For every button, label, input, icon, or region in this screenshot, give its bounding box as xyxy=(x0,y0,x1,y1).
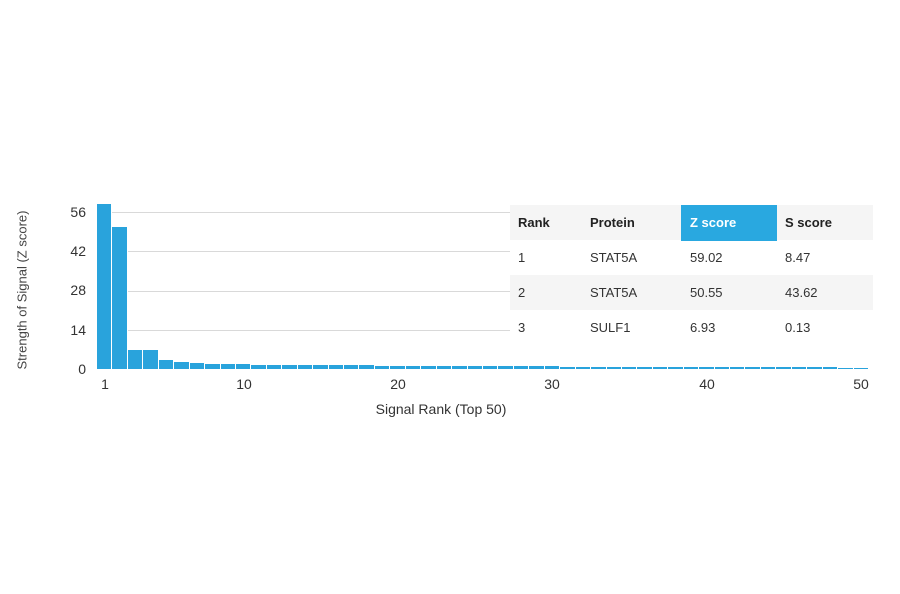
bar-rank-32 xyxy=(575,366,592,369)
bar-rank-48 xyxy=(822,367,839,369)
table-header-row: Rank Protein Z score S score xyxy=(510,205,873,241)
bar-rank-43 xyxy=(745,367,761,369)
bar-rank-20 xyxy=(390,365,406,369)
x-tick-10: 10 xyxy=(236,376,252,392)
y-tick-42: 42 xyxy=(70,243,86,259)
bar-rank-36 xyxy=(637,367,653,369)
bar-rank-19 xyxy=(374,365,391,369)
x-tick-40: 40 xyxy=(699,376,715,392)
cell-rank: 3 xyxy=(518,320,526,335)
bar-rank-38 xyxy=(668,367,684,369)
bar-rank-33 xyxy=(591,366,607,369)
cell-z-score: 59.02 xyxy=(690,250,723,265)
bar-rank-3 xyxy=(127,349,144,369)
bar-rank-1 xyxy=(97,203,113,369)
bar-rank-5 xyxy=(158,360,175,369)
bar-rank-14 xyxy=(297,364,314,369)
y-tick-0: 0 xyxy=(78,361,86,377)
plot-area xyxy=(97,200,869,369)
bar-rank-42 xyxy=(730,367,746,369)
bar-rank-4 xyxy=(143,349,159,369)
y-axis-label: Strength of Signal (Z score) xyxy=(14,210,30,370)
gridline-56 xyxy=(97,212,510,213)
bar-rank-13 xyxy=(282,364,298,369)
gridline-42 xyxy=(97,251,510,252)
bar-rank-26 xyxy=(483,366,499,369)
bar-rank-9 xyxy=(220,363,236,369)
x-tick-30: 30 xyxy=(544,376,560,392)
x-tick-1: 1 xyxy=(101,376,109,392)
bar-rank-22 xyxy=(421,365,437,369)
bar-rank-16 xyxy=(328,365,345,369)
cell-protein: STAT5A xyxy=(590,250,638,265)
bar-rank-34 xyxy=(606,366,622,369)
bar-rank-44 xyxy=(760,367,777,369)
bar-rank-12 xyxy=(266,364,283,369)
z-score-header-highlight xyxy=(681,205,777,241)
bar-rank-28 xyxy=(513,366,530,369)
table-row: 1 STAT5A 59.02 8.47 xyxy=(510,240,873,275)
bar-rank-39 xyxy=(683,367,700,369)
bar-rank-31 xyxy=(560,366,576,369)
bar-rank-47 xyxy=(807,367,823,369)
header-protein: Protein xyxy=(590,215,635,230)
cell-s-score: 43.62 xyxy=(785,285,818,300)
cell-rank: 2 xyxy=(518,285,526,300)
x-tick-20: 20 xyxy=(390,376,406,392)
bar-rank-2 xyxy=(112,227,128,369)
cell-s-score: 0.13 xyxy=(785,320,811,335)
bar-rank-21 xyxy=(405,365,422,369)
bar-rank-35 xyxy=(621,366,638,369)
gridline-28 xyxy=(97,291,510,292)
gridline-14 xyxy=(97,330,510,331)
x-tick-50: 50 xyxy=(853,376,869,392)
bar-rank-11 xyxy=(251,364,267,369)
table-row: 3 SULF1 6.93 0.13 xyxy=(510,310,873,345)
bar-rank-27 xyxy=(498,366,514,369)
cell-s-score: 8.47 xyxy=(785,250,811,265)
header-z-score: Z score xyxy=(690,215,737,230)
y-tick-56: 56 xyxy=(70,204,86,220)
bar-rank-49 xyxy=(838,367,854,369)
bar-rank-23 xyxy=(436,365,453,369)
cell-rank: 1 xyxy=(518,250,526,265)
header-s-score: S score xyxy=(785,215,832,230)
bar-rank-25 xyxy=(467,366,483,369)
cell-protein: STAT5A xyxy=(590,285,638,300)
bar-rank-15 xyxy=(313,365,329,369)
bar-rank-29 xyxy=(529,366,545,369)
bar-rank-18 xyxy=(359,365,375,369)
cell-protein: SULF1 xyxy=(590,320,631,335)
bar-rank-7 xyxy=(189,362,206,369)
y-tick-14: 14 xyxy=(70,322,86,338)
header-rank: Rank xyxy=(518,215,550,230)
cell-z-score: 50.55 xyxy=(690,285,723,300)
bar-rank-6 xyxy=(174,361,190,369)
y-tick-28: 28 xyxy=(70,282,86,298)
results-table: Rank Protein Z score S score 1 STAT5A 59… xyxy=(510,205,873,345)
bar-rank-24 xyxy=(452,366,468,369)
table-row: 2 STAT5A 50.55 43.62 xyxy=(510,275,873,310)
bar-rank-50 xyxy=(853,367,869,369)
bar-rank-40 xyxy=(699,367,715,369)
cell-z-score: 6.93 xyxy=(690,320,716,335)
bar-rank-46 xyxy=(791,367,808,369)
bar-rank-8 xyxy=(205,363,221,369)
bar-rank-17 xyxy=(344,365,360,369)
bar-rank-37 xyxy=(652,367,669,369)
bar-rank-41 xyxy=(714,367,731,369)
bar-rank-10 xyxy=(235,364,252,369)
bar-rank-45 xyxy=(776,367,792,369)
x-axis-label: Signal Rank (Top 50) xyxy=(375,401,507,417)
bar-rank-30 xyxy=(544,366,561,369)
